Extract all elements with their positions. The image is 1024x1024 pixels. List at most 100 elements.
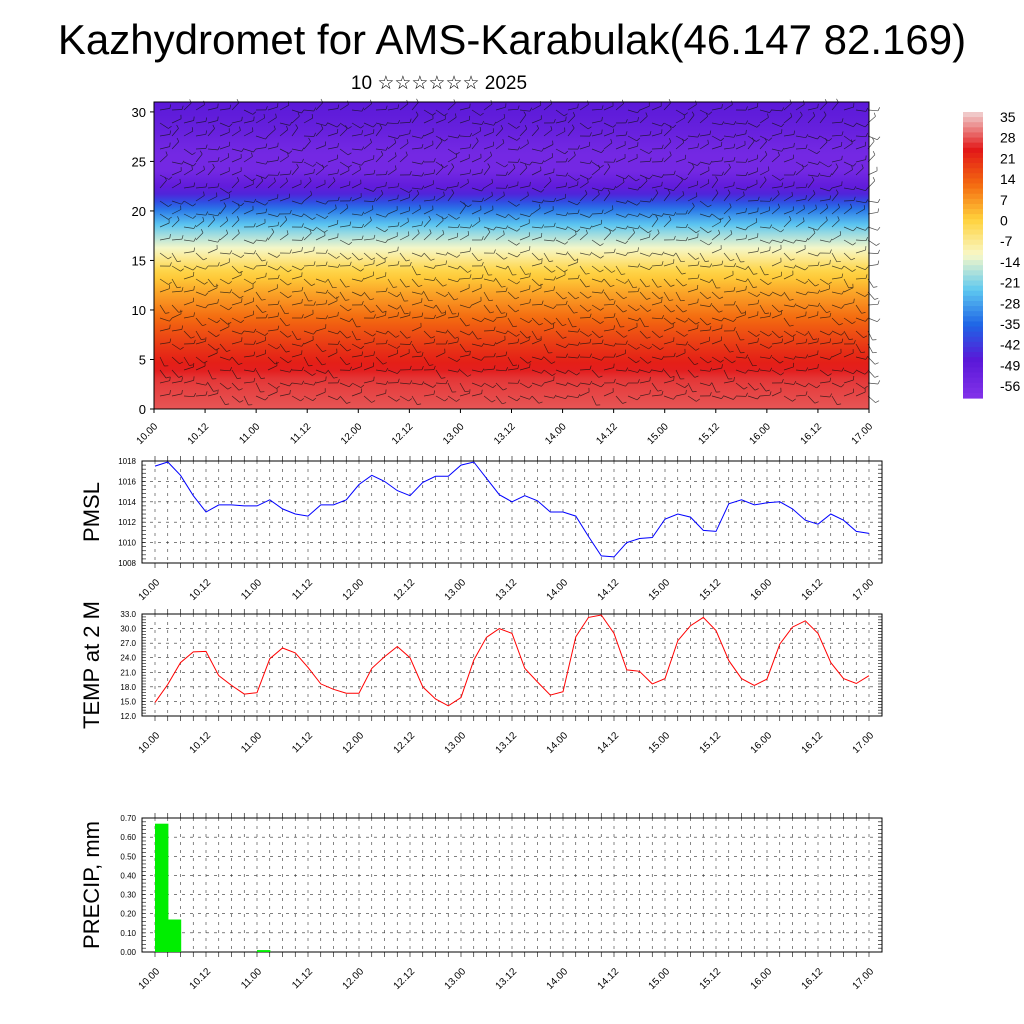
wind-barb xyxy=(483,395,493,403)
wind-barb-flag xyxy=(828,164,833,168)
wind-barb xyxy=(459,172,470,176)
wind-barb xyxy=(231,180,240,189)
wind-barb-flag xyxy=(601,187,605,192)
wind-barb-flag xyxy=(637,186,641,191)
wind-barb-flag xyxy=(277,171,280,176)
wind-barb xyxy=(267,329,278,332)
wind-barb-flag xyxy=(217,183,220,188)
wind-barb-flag xyxy=(817,252,821,257)
wind-barb-flag xyxy=(359,165,361,170)
wind-barb xyxy=(243,156,253,163)
wind-barb xyxy=(771,132,782,137)
wind-barb xyxy=(831,159,842,163)
wind-barb xyxy=(783,265,794,269)
wind-barb xyxy=(471,330,478,340)
wind-barb xyxy=(207,330,217,338)
wind-barb-flag xyxy=(429,364,434,366)
wind-barb xyxy=(555,239,566,245)
wind-barb xyxy=(483,226,494,231)
wind-barb xyxy=(831,382,842,388)
wind-barb-flag xyxy=(757,247,760,252)
wind-barb xyxy=(339,278,347,288)
wind-barb-flag xyxy=(415,111,419,116)
wind-barb-flag xyxy=(516,228,521,232)
wind-barb xyxy=(795,356,806,359)
wind-barb-flag xyxy=(683,113,685,119)
wind-barb xyxy=(375,393,386,397)
wind-barb xyxy=(315,145,326,150)
page-subtitle: 10 ☆☆☆☆☆☆ 2025 xyxy=(350,73,528,94)
wind-barb xyxy=(843,135,853,143)
wind-barb xyxy=(855,265,866,271)
wind-barb xyxy=(219,122,230,128)
wind-barb-flag xyxy=(371,257,376,261)
wind-barb xyxy=(543,103,553,111)
wind-barb xyxy=(303,180,312,189)
wind-barb xyxy=(219,233,228,241)
wind-barb xyxy=(591,369,599,378)
x-tick-label: 16.00 xyxy=(749,730,775,756)
colorbar-segment xyxy=(963,132,983,139)
wind-barb xyxy=(435,369,442,379)
wind-barb-flag xyxy=(169,390,171,395)
wind-barb xyxy=(795,265,806,271)
wind-barb xyxy=(591,356,602,361)
wind-barb-flag xyxy=(169,262,172,267)
wind-barb xyxy=(627,174,637,182)
wind-barb-flag xyxy=(190,336,195,339)
y-tick-label: 24.0 xyxy=(120,654,136,663)
wind-barb xyxy=(303,172,314,176)
colorbar-segment xyxy=(963,137,983,144)
wind-barb xyxy=(495,213,506,219)
wind-barb-flag xyxy=(479,127,482,132)
wind-barb-flag xyxy=(287,360,292,364)
wind-barb-flag xyxy=(695,230,700,234)
wind-barb xyxy=(699,170,710,176)
wind-barb xyxy=(855,226,866,231)
x-tick-label: 17.00 xyxy=(851,577,877,603)
wind-barb-flag xyxy=(829,356,833,360)
wind-barb-flag xyxy=(202,324,207,327)
wind-barb xyxy=(843,369,854,375)
wind-barb-flag xyxy=(347,256,352,260)
wind-barb-flag xyxy=(613,300,616,305)
wind-barb xyxy=(711,278,717,289)
wind-barb-flag xyxy=(646,297,651,300)
wind-barb xyxy=(639,369,650,374)
wind-barb xyxy=(411,301,422,306)
wind-barb xyxy=(831,277,842,280)
wind-barb xyxy=(555,120,566,124)
wind-barb-flag xyxy=(588,176,593,180)
wind-barb xyxy=(651,278,658,288)
wind-barb-flag xyxy=(286,324,291,327)
wind-barb xyxy=(339,304,349,312)
wind-barb xyxy=(459,287,470,293)
wind-barb-flag xyxy=(538,258,543,261)
wind-barb xyxy=(771,248,782,254)
wind-barb-flag xyxy=(613,353,616,358)
wind-barb xyxy=(483,265,489,276)
wind-barb-flag xyxy=(600,321,604,324)
wind-barb xyxy=(399,382,411,385)
wind-barb-flag xyxy=(409,340,413,345)
wind-barb-flag xyxy=(165,312,170,314)
wind-barb-flag xyxy=(312,227,317,232)
wind-barb xyxy=(831,219,840,228)
wind-barb-flag xyxy=(623,335,628,338)
wind-barb xyxy=(435,263,446,267)
wind-barb-flag xyxy=(613,158,616,163)
wind-barb-flag xyxy=(576,228,581,233)
wind-barb xyxy=(411,208,421,215)
wind-barb xyxy=(555,330,563,339)
wind-barb xyxy=(411,161,422,165)
wind-barb xyxy=(339,330,348,339)
wind-barb-flag xyxy=(574,230,577,235)
wind-barb xyxy=(807,226,818,231)
colorbar-segment xyxy=(963,198,983,205)
wind-barb-flag xyxy=(753,273,758,275)
wind-barb xyxy=(171,265,181,272)
wind-barb-flag xyxy=(565,251,569,256)
wind-barb-flag xyxy=(625,252,629,256)
wind-barb-flag xyxy=(384,229,389,233)
wind-barb-flag xyxy=(295,124,299,129)
